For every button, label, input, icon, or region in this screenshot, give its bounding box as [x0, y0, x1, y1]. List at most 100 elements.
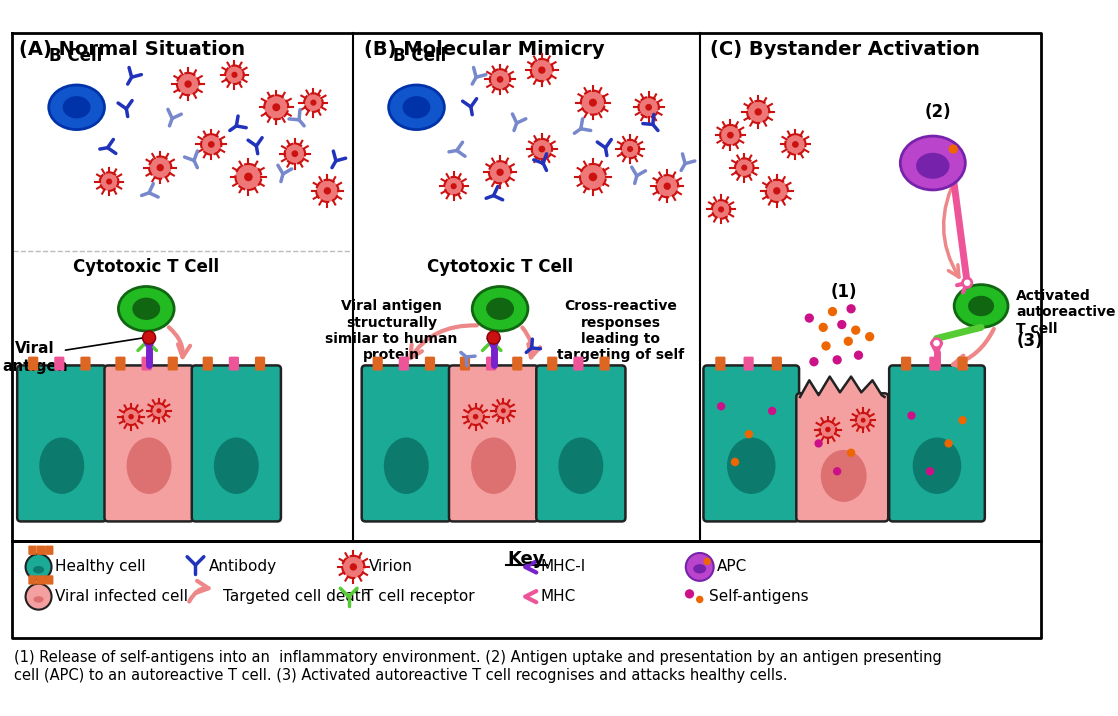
Circle shape — [106, 178, 112, 185]
Text: (B) Molecular Mimicry: (B) Molecular Mimicry — [363, 40, 604, 59]
Circle shape — [451, 183, 457, 189]
Circle shape — [851, 326, 861, 335]
Polygon shape — [800, 377, 884, 397]
Ellipse shape — [486, 298, 514, 320]
Circle shape — [264, 95, 288, 120]
Circle shape — [129, 414, 134, 420]
Circle shape — [854, 351, 863, 360]
Text: T cell receptor: T cell receptor — [363, 589, 474, 604]
Circle shape — [149, 157, 171, 179]
Circle shape — [747, 101, 769, 123]
Circle shape — [496, 168, 504, 176]
FancyBboxPatch shape — [889, 365, 985, 521]
Ellipse shape — [34, 566, 44, 574]
FancyBboxPatch shape — [537, 365, 625, 521]
Circle shape — [273, 103, 281, 111]
Text: (A) Normal Situation: (A) Normal Situation — [19, 40, 245, 59]
Text: Activated
autoreactive
T cell: Activated autoreactive T cell — [1016, 289, 1116, 336]
FancyBboxPatch shape — [901, 357, 911, 371]
Circle shape — [958, 416, 967, 425]
Text: Cross-reactive
responses
leading to
targeting of self: Cross-reactive responses leading to targ… — [557, 299, 684, 362]
FancyBboxPatch shape — [796, 393, 888, 521]
Circle shape — [712, 200, 730, 218]
Circle shape — [581, 90, 605, 115]
Circle shape — [100, 173, 119, 191]
FancyBboxPatch shape — [574, 357, 584, 371]
Circle shape — [833, 467, 842, 475]
FancyBboxPatch shape — [771, 357, 781, 371]
Text: (1) Release of self-antigens into an  inflammatory environment. (2) Antigen upta: (1) Release of self-antigens into an inf… — [15, 649, 942, 664]
Circle shape — [697, 596, 703, 603]
Circle shape — [785, 134, 806, 155]
Ellipse shape — [119, 286, 174, 331]
Circle shape — [847, 448, 855, 457]
Circle shape — [231, 72, 237, 78]
Ellipse shape — [727, 437, 776, 494]
FancyBboxPatch shape — [28, 546, 37, 555]
Circle shape — [945, 439, 953, 448]
Circle shape — [157, 164, 164, 171]
FancyBboxPatch shape — [37, 575, 45, 584]
Circle shape — [932, 339, 941, 348]
Ellipse shape — [39, 437, 84, 494]
Circle shape — [818, 323, 827, 332]
Ellipse shape — [49, 85, 104, 130]
FancyBboxPatch shape — [716, 357, 726, 371]
Circle shape — [539, 145, 546, 153]
Circle shape — [741, 165, 747, 170]
Circle shape — [685, 553, 713, 581]
Circle shape — [731, 458, 739, 466]
Circle shape — [774, 187, 780, 195]
Circle shape — [656, 175, 679, 198]
FancyBboxPatch shape — [37, 546, 45, 555]
Ellipse shape — [954, 285, 1008, 327]
Ellipse shape — [402, 96, 430, 118]
FancyBboxPatch shape — [743, 357, 754, 371]
Ellipse shape — [383, 437, 429, 494]
FancyBboxPatch shape — [425, 357, 435, 371]
Text: (C) Bystander Activation: (C) Bystander Activation — [710, 40, 979, 59]
Circle shape — [444, 177, 463, 195]
Circle shape — [827, 307, 837, 316]
Text: Self-antigens: Self-antigens — [709, 589, 808, 604]
Circle shape — [948, 145, 958, 154]
Circle shape — [908, 412, 916, 420]
Circle shape — [236, 164, 262, 190]
FancyBboxPatch shape — [202, 357, 212, 371]
Circle shape — [580, 164, 606, 190]
Circle shape — [490, 69, 510, 90]
Circle shape — [855, 413, 871, 427]
Circle shape — [350, 563, 357, 571]
FancyBboxPatch shape — [399, 357, 409, 371]
Circle shape — [589, 99, 597, 107]
FancyBboxPatch shape — [28, 357, 38, 371]
Circle shape — [814, 439, 823, 448]
FancyBboxPatch shape — [547, 357, 558, 371]
Circle shape — [184, 80, 191, 88]
Ellipse shape — [63, 96, 91, 118]
FancyBboxPatch shape — [168, 357, 178, 371]
Circle shape — [225, 65, 244, 84]
Ellipse shape — [968, 296, 994, 316]
FancyBboxPatch shape — [362, 365, 451, 521]
Text: (3): (3) — [1016, 332, 1043, 350]
Circle shape — [703, 558, 711, 565]
Circle shape — [324, 187, 331, 195]
Circle shape — [143, 331, 155, 344]
Circle shape — [589, 173, 597, 181]
FancyBboxPatch shape — [512, 357, 522, 371]
Circle shape — [473, 414, 479, 420]
Circle shape — [766, 180, 788, 202]
Circle shape — [157, 408, 161, 413]
FancyBboxPatch shape — [957, 357, 968, 371]
Ellipse shape — [34, 596, 44, 603]
Text: B Cell: B Cell — [49, 47, 102, 65]
Text: Targeted cell death: Targeted cell death — [224, 589, 371, 604]
Circle shape — [538, 67, 546, 74]
Circle shape — [833, 355, 842, 364]
Circle shape — [501, 408, 505, 413]
Circle shape — [844, 337, 853, 346]
FancyBboxPatch shape — [104, 365, 193, 521]
Text: (2): (2) — [925, 102, 950, 120]
Circle shape — [292, 150, 299, 157]
